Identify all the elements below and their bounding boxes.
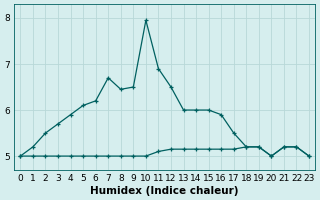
X-axis label: Humidex (Indice chaleur): Humidex (Indice chaleur) <box>91 186 239 196</box>
